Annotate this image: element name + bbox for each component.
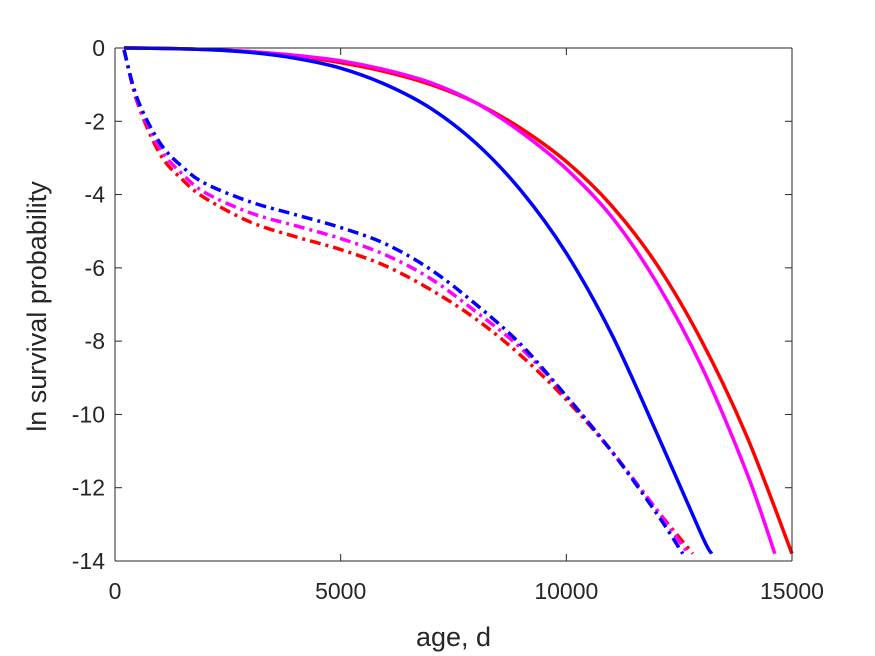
series-line-4 xyxy=(122,49,695,555)
y-tick-label: -12 xyxy=(72,475,105,501)
y-tick-label: -8 xyxy=(85,328,105,354)
y-tick-label: 0 xyxy=(92,35,105,61)
series-line-3 xyxy=(124,46,714,555)
y-tick-label: -4 xyxy=(85,182,106,208)
plot-background xyxy=(115,48,792,561)
y-tick-label: -6 xyxy=(85,255,105,281)
x-axis-label: age, d xyxy=(416,622,491,652)
x-tick-label: 10000 xyxy=(534,578,598,604)
y-tick-label: -2 xyxy=(85,108,105,134)
x-tick-label: 5000 xyxy=(315,578,366,604)
x-tick-label: 0 xyxy=(109,578,122,604)
series-line-6 xyxy=(122,49,685,555)
y-axis-label: ln survival probability xyxy=(22,181,52,432)
plot-area xyxy=(115,48,792,561)
series-lines xyxy=(122,46,794,555)
y-tick-label: -14 xyxy=(72,548,105,574)
y-tick-label: -10 xyxy=(72,401,105,427)
x-tick-label: 15000 xyxy=(760,578,824,604)
axes: 0 5000 10000 15000 0 -2 -4 -6 -8 -10 -12 -14 xyxy=(72,35,824,604)
